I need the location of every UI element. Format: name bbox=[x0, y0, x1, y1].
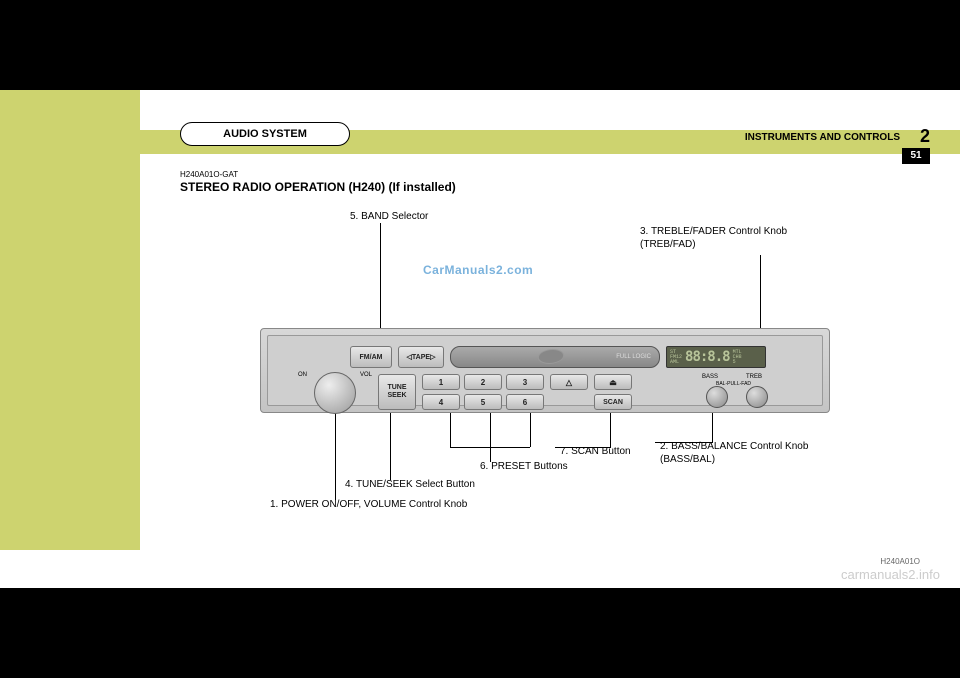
bottom-black-bar bbox=[0, 588, 960, 678]
callout-power: 1. POWER ON/OFF, VOLUME Control Knob bbox=[270, 498, 467, 511]
watermark-site: carmanuals2.info bbox=[841, 567, 940, 582]
leader-line bbox=[390, 412, 391, 480]
document-code: H240A01O-GAT bbox=[180, 170, 238, 179]
top-black-bar bbox=[0, 0, 960, 90]
callout-band: 5. BAND Selector bbox=[350, 210, 428, 223]
leader-line bbox=[610, 412, 611, 447]
vol-label: VOL bbox=[360, 372, 372, 378]
left-sidebar bbox=[0, 90, 140, 550]
preset-5-button: 5 bbox=[464, 394, 502, 410]
document-title: STEREO RADIO OPERATION (H240) (If instal… bbox=[180, 180, 456, 194]
leader-line bbox=[555, 447, 611, 448]
watermark-blue: CarManuals2.com bbox=[423, 263, 533, 277]
preset-6-button: 6 bbox=[506, 394, 544, 410]
power-volume-knob bbox=[314, 372, 356, 414]
lcd-display: ST FM12 AML 88:8.8 MTL CH8 5 bbox=[666, 346, 766, 368]
callout-bass: 2. BASS/BALANCE Control Knob (BASS/BAL) bbox=[660, 440, 860, 466]
content-area: AUDIO SYSTEM INSTRUMENTS AND CONTROLS 2 … bbox=[140, 90, 960, 588]
treb-label: TREB bbox=[746, 374, 762, 380]
treble-fader-knob bbox=[746, 386, 768, 408]
scan-button: SCAN bbox=[594, 394, 632, 410]
page-number: 51 bbox=[902, 148, 930, 164]
chapter-number: 2 bbox=[920, 126, 930, 147]
up-button: △ bbox=[550, 374, 588, 390]
callout-tune: 4. TUNE/SEEK Select Button bbox=[345, 478, 475, 491]
preset-3-button: 3 bbox=[506, 374, 544, 390]
leader-line bbox=[490, 447, 491, 462]
display-left: ST FM12 AML bbox=[670, 350, 682, 365]
page-area: AUDIO SYSTEM INSTRUMENTS AND CONTROLS 2 … bbox=[0, 90, 960, 588]
eject-button: ⏏ bbox=[594, 374, 632, 390]
leader-line bbox=[380, 223, 381, 333]
leader-line bbox=[490, 412, 491, 447]
preset-4-button: 4 bbox=[422, 394, 460, 410]
bass-label: BASS bbox=[702, 374, 718, 380]
radio-unit: FM/AM ◁TAPE▷ FULL LOGIC ST FM12 AML 88:8… bbox=[260, 328, 830, 413]
fm-am-button: FM/AM bbox=[350, 346, 392, 368]
callout-treble: 3. TREBLE/FADER Control Knob (TREB/FAD) bbox=[640, 225, 840, 251]
display-digits: 88:8.8 bbox=[685, 349, 730, 365]
figure-code: H240A01O bbox=[880, 557, 920, 566]
radio-face: FM/AM ◁TAPE▷ FULL LOGIC ST FM12 AML 88:8… bbox=[267, 335, 823, 406]
leader-line bbox=[530, 412, 531, 447]
section-tab: AUDIO SYSTEM bbox=[180, 122, 350, 146]
tune-seek-button: TUNE SEEK bbox=[378, 374, 416, 410]
cassette-label: FULL LOGIC bbox=[616, 354, 651, 360]
leader-line bbox=[655, 442, 713, 443]
leader-line bbox=[712, 412, 713, 442]
tape-button: ◁TAPE▷ bbox=[398, 346, 444, 368]
preset-2-button: 2 bbox=[464, 374, 502, 390]
preset-1-button: 1 bbox=[422, 374, 460, 390]
leader-line bbox=[450, 412, 451, 447]
on-label: ON bbox=[298, 372, 307, 378]
display-right: MTL CH8 5 bbox=[733, 350, 742, 365]
leader-line bbox=[335, 412, 336, 500]
section-label: INSTRUMENTS AND CONTROLS bbox=[745, 132, 900, 143]
bass-balance-knob bbox=[706, 386, 728, 408]
callout-preset: 6. PRESET Buttons bbox=[480, 460, 568, 473]
